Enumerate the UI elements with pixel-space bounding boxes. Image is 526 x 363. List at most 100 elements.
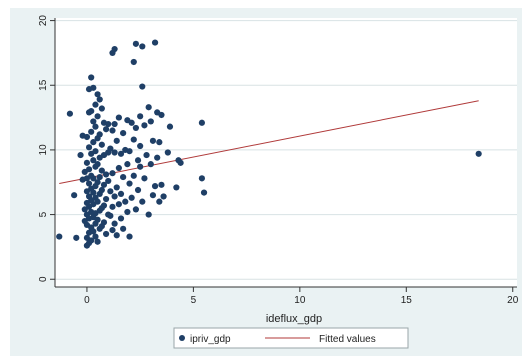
y-tick-label-10: 10 xyxy=(38,144,49,156)
data-point-85 xyxy=(102,195,110,203)
data-point-11 xyxy=(83,159,91,166)
data-point-144 xyxy=(145,211,152,218)
data-point-80 xyxy=(100,181,108,188)
fitted-values-line xyxy=(59,100,479,185)
data-point-134 xyxy=(137,113,144,120)
data-point-162 xyxy=(177,159,184,166)
data-point-121 xyxy=(126,148,133,155)
data-point-141 xyxy=(141,175,148,182)
x-tick-label-10: 10 xyxy=(294,295,306,306)
data-point-145 xyxy=(147,118,154,125)
data-point-115 xyxy=(120,225,127,232)
data-point-154 xyxy=(156,198,163,205)
data-point-49 xyxy=(92,123,99,130)
data-point-97 xyxy=(109,203,116,210)
data-point-124 xyxy=(128,119,135,126)
y-tick-label-5: 5 xyxy=(38,211,49,217)
data-point-41 xyxy=(90,139,97,146)
data-point-73 xyxy=(98,141,105,148)
data-point-157 xyxy=(160,193,167,200)
data-point-93 xyxy=(107,212,114,219)
data-point-62 xyxy=(94,198,101,205)
data-point-153 xyxy=(156,139,163,146)
data-point-72 xyxy=(98,105,105,112)
data-point-39 xyxy=(90,84,97,91)
data-point-114 xyxy=(120,173,127,181)
data-point-128 xyxy=(130,172,137,179)
data-point-29 xyxy=(88,74,95,81)
data-point-125 xyxy=(128,194,135,201)
data-point-50 xyxy=(92,148,99,155)
data-point-92 xyxy=(107,188,114,195)
data-point-10 xyxy=(83,133,91,141)
data-point-107 xyxy=(115,114,122,121)
data-point-117 xyxy=(122,198,129,205)
data-point-166 xyxy=(475,150,482,157)
data-point-136 xyxy=(137,163,144,170)
data-point-63 xyxy=(94,216,101,223)
data-point-149 xyxy=(151,39,159,46)
data-point-112 xyxy=(117,215,125,222)
data-point-68 xyxy=(96,173,103,181)
data-point-146 xyxy=(147,161,154,168)
y-tick-label-20: 20 xyxy=(38,15,49,27)
data-point-21 xyxy=(85,144,93,151)
data-point-3 xyxy=(73,234,80,241)
data-point-83 xyxy=(102,126,110,133)
legend: ipriv_gdp Fitted values xyxy=(173,327,409,349)
data-point-140 xyxy=(141,122,148,129)
data-point-159 xyxy=(166,123,174,130)
x-axis-label: ideflux_gdp xyxy=(266,313,322,325)
data-point-122 xyxy=(126,180,133,187)
data-point-38 xyxy=(88,237,95,244)
data-point-133 xyxy=(134,186,142,194)
data-point-139 xyxy=(139,198,146,205)
data-point-131 xyxy=(132,206,140,213)
data-point-108 xyxy=(115,164,122,172)
data-point-106 xyxy=(113,232,120,239)
data-point-164 xyxy=(198,175,206,182)
data-point-138 xyxy=(139,83,146,90)
data-point-113 xyxy=(120,130,127,137)
data-point-65 xyxy=(96,96,103,103)
data-point-40 xyxy=(90,118,97,125)
data-point-98 xyxy=(109,226,116,234)
data-point-61 xyxy=(94,179,101,186)
legend-label-fitted-values: Fitted values xyxy=(319,334,376,345)
data-point-86 xyxy=(102,230,110,238)
data-point-74 xyxy=(98,167,105,174)
data-point-147 xyxy=(149,137,157,144)
data-point-22 xyxy=(85,166,93,173)
data-point-126 xyxy=(130,58,137,66)
data-point-130 xyxy=(132,124,140,132)
data-point-84 xyxy=(102,171,110,178)
data-point-2 xyxy=(71,192,78,199)
data-point-148 xyxy=(149,192,157,199)
data-point-155 xyxy=(158,181,165,188)
data-point-150 xyxy=(151,183,159,190)
data-point-87 xyxy=(105,120,112,128)
data-point-44 xyxy=(90,189,97,196)
x-tick-label-5: 5 xyxy=(191,295,197,306)
data-point-4 xyxy=(77,151,84,159)
fitted-line-layer xyxy=(59,100,479,185)
data-point-143 xyxy=(145,104,152,111)
data-point-129 xyxy=(132,40,140,47)
data-point-110 xyxy=(117,150,125,157)
data-point-101 xyxy=(111,149,118,156)
data-point-1 xyxy=(66,110,74,117)
data-point-0 xyxy=(56,233,63,240)
data-point-82 xyxy=(100,219,108,226)
y-tick-label-0: 0 xyxy=(38,276,49,282)
data-point-56 xyxy=(92,233,99,240)
data-points xyxy=(56,39,482,249)
data-point-30 xyxy=(88,108,95,115)
data-point-23 xyxy=(85,180,93,187)
data-point-48 xyxy=(92,101,99,108)
data-point-47 xyxy=(90,228,97,235)
data-point-132 xyxy=(134,157,142,164)
data-point-135 xyxy=(137,142,144,150)
data-point-31 xyxy=(88,128,95,135)
legend-marker-ipriv-gdp xyxy=(179,335,185,341)
